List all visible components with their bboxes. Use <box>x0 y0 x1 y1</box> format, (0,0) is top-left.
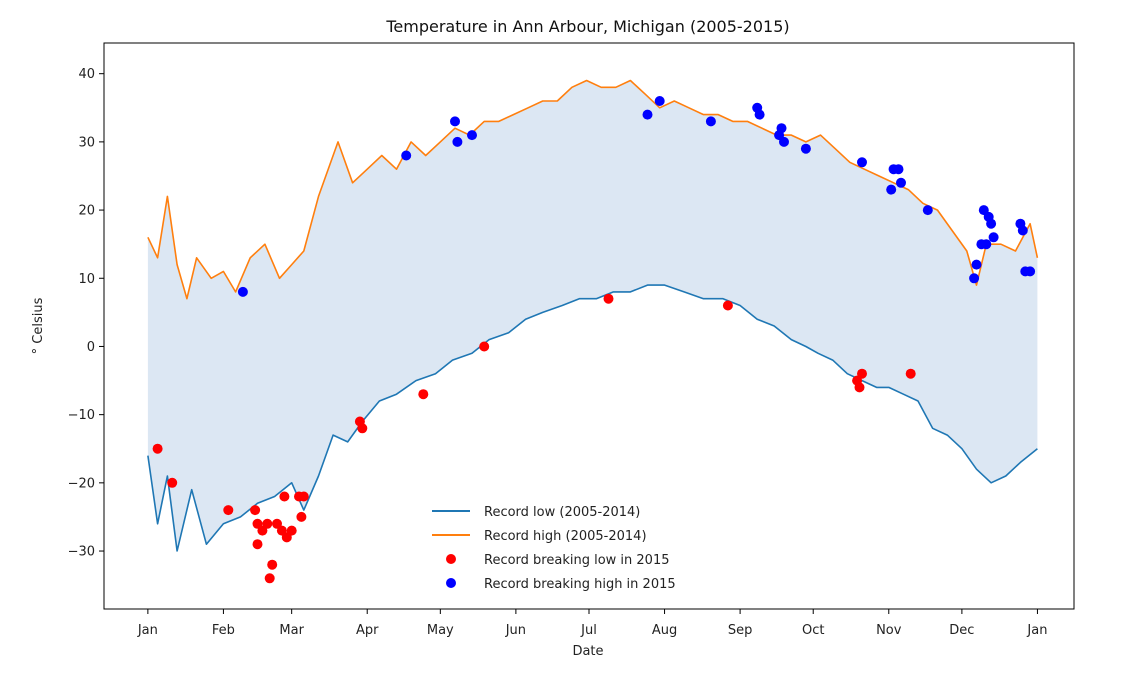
record-breaking-high-point <box>922 205 933 216</box>
legend-swatch-marker <box>446 578 456 588</box>
legend-entry-label: Record breaking low in 2015 <box>484 553 670 568</box>
x-tick-label: Sep <box>728 623 753 638</box>
record-breaking-high-point <box>467 130 477 141</box>
record-breaking-high-point <box>705 116 716 127</box>
record-breaking-low-point <box>722 300 733 311</box>
record-breaking-low-point <box>296 511 307 522</box>
record-breaking-low-point <box>279 491 290 502</box>
record-breaking-high-point <box>981 239 992 250</box>
x-tick-label: Nov <box>876 623 902 638</box>
y-tick-label: 0 <box>87 340 95 355</box>
record-breaking-high-point <box>893 164 904 175</box>
record-breaking-high-point <box>450 116 460 127</box>
record-breaking-low-point <box>262 518 273 529</box>
x-axis-title: Date <box>572 644 603 659</box>
record-breaking-low-point <box>857 368 867 379</box>
legend: Record low (2005-2014) Record high (2005-… <box>432 505 676 592</box>
record-breaking-low-point <box>418 389 429 400</box>
record-breaking-high-point <box>1025 266 1036 277</box>
record-breaking-high-point <box>401 150 412 161</box>
record-breaking-low-point <box>298 491 309 502</box>
record-breaking-low-point <box>357 423 368 434</box>
y-tick-label: −30 <box>68 545 95 560</box>
record-breaking-high-point <box>971 259 982 270</box>
legend-entry-label: Record breaking high in 2015 <box>484 577 676 592</box>
record-breaking-low-point <box>905 368 916 379</box>
record-breaking-high-point <box>988 232 999 243</box>
record-breaking-high-point <box>800 143 811 154</box>
series-line-record-low <box>147 284 1038 552</box>
x-tick-label: Jul <box>580 623 597 638</box>
record-breaking-low-point <box>854 382 865 393</box>
record-breaking-high-point <box>986 218 997 229</box>
record-breaking-high-point <box>896 177 906 188</box>
record-breaking-low-point <box>250 505 261 516</box>
x-tick-label: Jan <box>1026 623 1047 638</box>
record-breaking-high-point <box>237 286 248 297</box>
record-breaking-high-point <box>886 184 897 195</box>
plot-area <box>147 79 1039 584</box>
legend-entry-label: Record low (2005-2014) <box>484 505 640 520</box>
record-breaking-high-point <box>776 123 787 134</box>
record-breaking-high-point <box>754 109 765 120</box>
record-breaking-low-point <box>167 477 178 488</box>
record-breaking-high-point <box>642 109 653 120</box>
record-breaking-low-point <box>264 573 275 584</box>
y-axis-title: ° Celsius <box>31 297 46 354</box>
record-breaking-low-point <box>267 559 278 570</box>
record-breaking-low-point <box>286 525 297 536</box>
x-tick-label: Jun <box>505 623 526 638</box>
axes: 40 30 20 10 0 −10 −20 −30 Jan Feb Mar Apr May Jun Jul A… <box>68 67 1048 638</box>
record-breaking-low-point <box>152 443 163 454</box>
x-tick-label: Mar <box>279 623 304 638</box>
record-range-fill <box>147 80 1038 551</box>
y-tick-label: −10 <box>68 408 95 423</box>
record-breaking-low-point <box>252 539 263 550</box>
x-tick-label: Dec <box>949 623 974 638</box>
chart-title: Temperature in Ann Arbour, Michigan (200… <box>385 17 789 36</box>
y-tick-label: −20 <box>68 476 95 491</box>
x-tick-label: Feb <box>212 623 235 638</box>
y-tick-label: 20 <box>78 204 95 219</box>
x-tick-label: Aug <box>652 623 677 638</box>
x-tick-label: Oct <box>802 623 824 638</box>
y-tick-label: 10 <box>78 272 95 287</box>
record-breaking-high-point <box>857 157 867 168</box>
y-tick-label: 40 <box>78 67 95 82</box>
record-breaking-low-point <box>223 505 234 516</box>
legend-swatch-marker <box>446 554 456 564</box>
record-breaking-high-point <box>1017 225 1028 236</box>
legend-entry-label: Record high (2005-2014) <box>484 529 647 544</box>
x-tick-label: Jan <box>137 623 158 638</box>
record-breaking-high-point <box>654 96 665 106</box>
x-tick-label: Apr <box>356 623 379 638</box>
x-tick-label: May <box>427 623 454 638</box>
record-breaking-high-point <box>452 136 463 147</box>
record-breaking-high-point <box>779 136 789 147</box>
record-breaking-high-point <box>969 273 980 284</box>
record-breaking-low-point <box>603 293 614 304</box>
y-tick-label: 30 <box>78 135 95 150</box>
record-breaking-low-point <box>479 341 490 352</box>
